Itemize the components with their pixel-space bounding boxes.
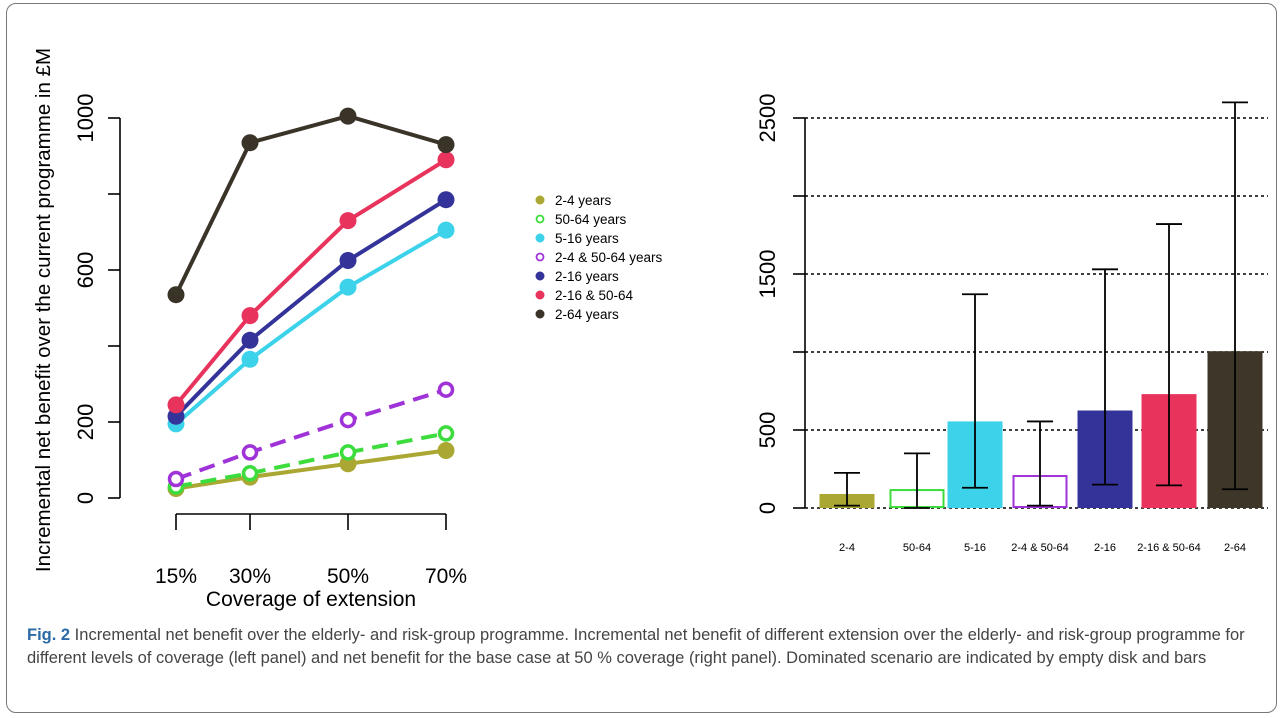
caption-label: Fig. 2	[27, 626, 71, 644]
right-gridlines	[805, 117, 1268, 509]
right-x-tick-label: 50-64	[903, 542, 931, 554]
series-3-point	[241, 350, 259, 368]
series-3-point	[437, 221, 455, 239]
series-line-4	[175, 387, 447, 481]
left-x-tick-label: 15%	[155, 565, 197, 588]
legend-label: 5-16 years	[555, 231, 619, 246]
left-y-tick-label: 200	[73, 404, 98, 441]
left-series-group	[167, 107, 455, 497]
legend-marker	[535, 214, 545, 224]
series-1-point	[437, 442, 455, 459]
right-axes: 0 500 1500 2500	[755, 94, 806, 514]
series-7-point	[167, 286, 185, 304]
right-x-tick-label: 2-16	[1094, 542, 1116, 554]
series-3-point	[339, 278, 357, 296]
left-y-tick-label: 0	[73, 492, 98, 504]
series-2-point	[241, 465, 259, 482]
right-x-tick-label: 2-16 & 50-64	[1137, 542, 1201, 554]
left-y-tick-label: 1000	[73, 94, 98, 143]
series-5-point	[437, 191, 455, 209]
legend-label: 2-16 & 50-64	[555, 288, 634, 303]
series-6-point	[339, 212, 357, 230]
series-4-point	[241, 444, 259, 461]
left-x-tick-label: 70%	[425, 565, 467, 588]
right-y-tick-label: 500	[755, 412, 780, 449]
left-line-chart: Incremental net benefit over the current…	[32, 48, 663, 611]
right-y-tick-label: 2500	[755, 94, 780, 143]
series-line-2	[175, 431, 447, 489]
series-line-3	[174, 228, 448, 426]
left-y-axis-label: Incremental net benefit over the current…	[32, 48, 55, 572]
legend-marker	[535, 290, 545, 300]
right-bars-group: 2-4 50-64 5-16 2-4 & 50-64 2-16 2-16 & 50-64 2…	[819, 101, 1263, 554]
series-4-point	[339, 411, 357, 429]
series-2-point	[437, 425, 455, 442]
series-1-point	[339, 455, 357, 473]
series-4-point	[437, 381, 455, 398]
legend-label: 2-16 years	[555, 269, 619, 284]
left-axes: 0 200 600 1000 15% 30% 50% 70%	[73, 94, 467, 588]
series-7-point	[241, 134, 259, 152]
series-line-1	[175, 448, 447, 491]
series-5-point	[339, 252, 357, 269]
right-x-tick-label: 5-16	[964, 542, 986, 554]
right-y-tick-label: 0	[755, 502, 780, 514]
figure-frame	[6, 3, 1277, 713]
caption-text: Incremental net benefit over the elderly…	[27, 626, 1245, 667]
left-x-tick-label: 30%	[229, 565, 271, 588]
right-bar-chart: 0 500 1500 2500 2-4 50-64 5-16 2-4 & 50-64 2-16…	[755, 94, 1268, 554]
series-6-point	[241, 307, 259, 325]
legend-marker	[535, 195, 545, 205]
series-6-point	[167, 396, 185, 414]
series-4-point	[167, 470, 185, 488]
series-line-5	[174, 198, 448, 418]
legend-marker	[535, 309, 545, 319]
legend-marker	[535, 233, 545, 243]
series-line-6	[174, 158, 448, 407]
legend-marker	[535, 271, 545, 281]
right-x-tick-label: 2-64	[1224, 542, 1246, 554]
series-7-point	[437, 136, 455, 154]
figure-canvas: Incremental net benefit over the current…	[32, 48, 1268, 611]
figure-caption: Fig. 2 Incremental net benefit over the …	[27, 624, 1262, 670]
left-legend: 2-4 years 50-64 years 5-16 years 2-4 & 50-6…	[535, 193, 663, 322]
series-2-point	[339, 444, 357, 461]
legend-label: 50-64 years	[555, 212, 627, 227]
legend-marker	[535, 252, 545, 262]
left-x-tick-label: 50%	[327, 565, 369, 588]
series-line-7	[174, 114, 447, 296]
right-y-tick-label: 1500	[755, 250, 780, 299]
legend-label: 2-4 years	[555, 193, 612, 208]
left-x-axis-label: Coverage of extension	[206, 588, 416, 611]
right-x-tick-label: 2-4	[839, 542, 855, 554]
series-7-point	[339, 107, 357, 125]
series-6-point	[437, 151, 455, 169]
right-x-tick-label: 2-4 & 50-64	[1011, 542, 1068, 554]
series-5-point	[241, 331, 259, 349]
left-y-tick-label: 600	[73, 252, 98, 289]
legend-label: 2-4 & 50-64 years	[555, 250, 663, 265]
legend-label: 2-64 years	[555, 307, 619, 322]
